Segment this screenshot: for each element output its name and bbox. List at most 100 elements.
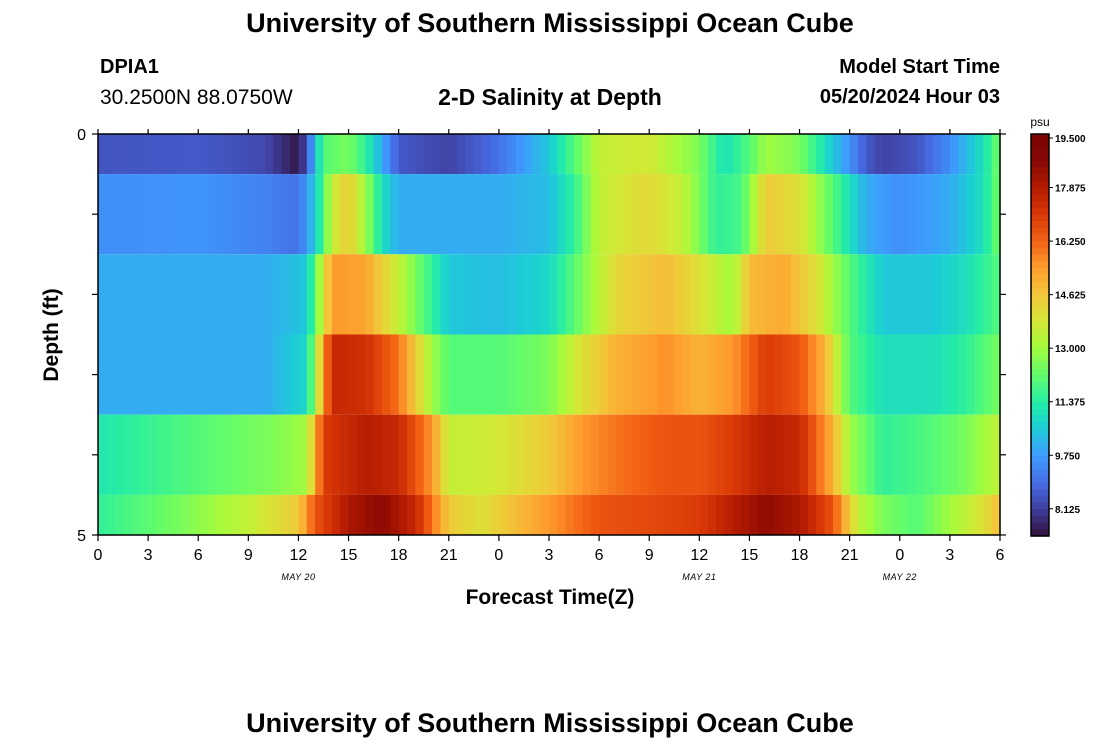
heatmap-cell — [615, 254, 625, 335]
heatmap-cell — [774, 414, 784, 495]
heatmap-cell — [690, 334, 700, 415]
heatmap-cell — [315, 254, 325, 335]
heatmap-cell — [498, 254, 508, 335]
heatmap-cell — [599, 134, 609, 175]
heatmap-cell — [916, 254, 926, 335]
heatmap-cell — [381, 134, 391, 175]
heatmap-cell — [665, 254, 675, 335]
colorbar-swatch — [1031, 241, 1049, 249]
heatmap-cell — [290, 134, 300, 175]
x-tick-label: 0 — [895, 547, 904, 564]
x-tick-label: 12 — [290, 547, 308, 564]
heatmap-cell — [265, 134, 274, 175]
heatmap-cell — [841, 494, 851, 535]
model-start-value: 05/20/2024 Hour 03 — [819, 86, 1000, 108]
heatmap-cell — [883, 134, 893, 175]
heatmap-cell — [498, 134, 508, 175]
heatmap-cell — [582, 134, 592, 175]
heatmap-cell — [757, 494, 767, 535]
colorbar-swatch — [1031, 475, 1049, 483]
heatmap-cell — [432, 254, 442, 335]
heatmap-cell — [315, 174, 325, 255]
heatmap-cell — [958, 174, 968, 255]
heatmap-cell — [874, 494, 884, 535]
heatmap-cell — [465, 334, 475, 415]
colorbar-swatch — [1031, 154, 1049, 162]
heatmap-cell — [156, 414, 166, 495]
heatmap-cell — [574, 174, 584, 255]
heatmap-cell — [114, 414, 124, 495]
heatmap-cell — [841, 174, 851, 255]
heatmap-cell — [281, 494, 291, 535]
heatmap-cell — [574, 414, 584, 495]
heatmap-cell — [582, 334, 592, 415]
heatmap-cell — [866, 174, 876, 255]
colorbar-swatch — [1031, 455, 1049, 463]
heatmap-cell — [866, 414, 876, 495]
heatmap-cell — [582, 254, 592, 335]
heatmap-cell — [290, 334, 300, 415]
colorbar-swatch — [1031, 462, 1049, 470]
heatmap-cell — [298, 254, 308, 335]
heatmap-cell — [741, 134, 751, 175]
heatmap-cell — [306, 134, 316, 175]
heatmap-cell — [958, 254, 968, 335]
heatmap-cell — [398, 334, 408, 415]
heatmap-cell — [331, 174, 341, 255]
heatmap-cell — [974, 174, 984, 255]
heatmap-cell — [373, 254, 383, 335]
heatmap-cell — [582, 174, 592, 255]
colorbar-swatch — [1031, 428, 1049, 437]
heatmap-cell — [198, 414, 208, 495]
heatmap-cell — [323, 494, 333, 535]
heatmap-cell — [415, 254, 425, 335]
heatmap-cell — [549, 494, 558, 535]
heatmap-cell — [523, 174, 533, 255]
heatmap-cell — [490, 134, 500, 175]
heatmap-cell — [791, 134, 801, 175]
heatmap-cell — [665, 414, 675, 495]
heatmap-cell — [632, 494, 642, 535]
heatmap-cell — [941, 494, 951, 535]
heatmap-cell — [766, 494, 776, 535]
heatmap-cell — [540, 414, 550, 495]
heatmap-cell — [256, 174, 266, 255]
axes: 0 3 6 9 12 15 18 21 0 3 6 9 12 15 18 21 0 3 6 MAY 20 MAY 21 M… — [77, 127, 1006, 582]
heatmap-cell — [515, 414, 525, 495]
heatmap-cell — [331, 254, 341, 335]
colorbar-swatch — [1031, 402, 1049, 410]
heatmap-cell — [682, 134, 692, 175]
heatmap-cell — [106, 254, 116, 335]
heatmap-cell — [373, 134, 383, 175]
heatmap-cell — [148, 254, 158, 335]
colorbar-swatch — [1031, 234, 1049, 242]
heatmap-cell — [849, 414, 859, 495]
heatmap-cell — [540, 494, 550, 535]
heatmap-cell — [807, 254, 817, 335]
heatmap-cell — [741, 174, 751, 255]
heatmap-cell — [331, 134, 341, 175]
heatmap-cell — [949, 414, 959, 495]
heatmap-cell — [490, 414, 500, 495]
heatmap-cell — [515, 494, 525, 535]
heatmap-cell — [407, 174, 416, 255]
heatmap-cell — [557, 174, 567, 255]
heatmap-cell — [924, 174, 934, 255]
heatmap-cell — [473, 134, 483, 175]
heatmap-cell — [440, 254, 450, 335]
heatmap-cell — [899, 134, 909, 175]
heatmap-cell — [457, 174, 467, 255]
heatmap-cell — [423, 174, 433, 255]
heatmap-cell — [824, 334, 834, 415]
y-axis-label: Depth (ft) — [40, 288, 63, 381]
heatmap-cell — [181, 334, 191, 415]
heatmap-cell — [415, 494, 425, 535]
colorbar-swatch — [1031, 335, 1049, 343]
heatmap-cell — [624, 494, 634, 535]
heatmap-cell — [306, 334, 316, 415]
heatmap-cell — [123, 134, 133, 175]
heatmap-cell — [381, 334, 391, 415]
heatmap-cell — [632, 414, 642, 495]
date-label: MAY 22 — [883, 572, 917, 582]
colorbar-swatch — [1031, 448, 1049, 457]
